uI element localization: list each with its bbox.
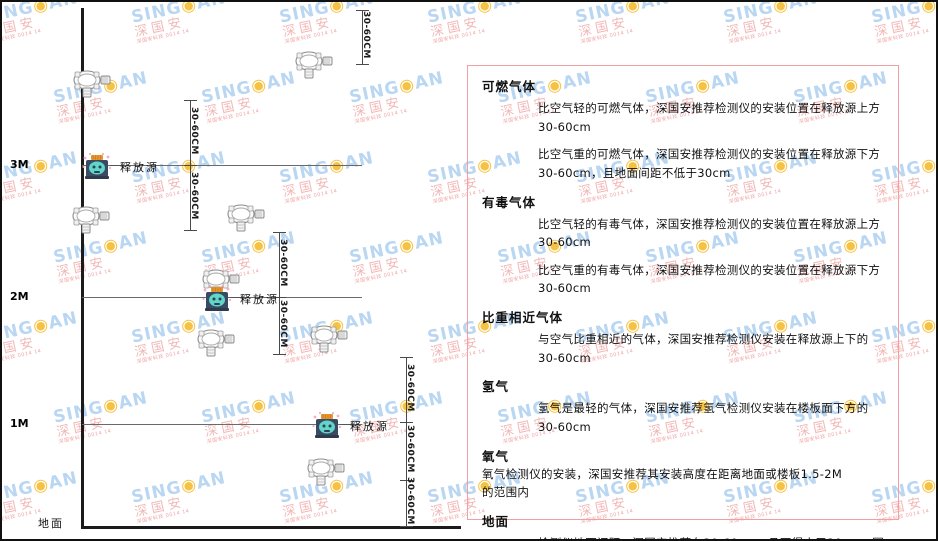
section-heading: 氢气 (482, 379, 510, 395)
dimension-line (190, 100, 191, 165)
dimension-line (406, 422, 407, 480)
dimension-line (190, 165, 191, 230)
axis-label-1m: 1M (10, 417, 29, 430)
dimension-tick (184, 165, 197, 166)
dimension-tick (273, 232, 286, 233)
gas-detector-icon (222, 200, 268, 234)
source-label-3m: 释放源 (120, 161, 159, 174)
dimension-tick (356, 10, 369, 11)
ground-label: 地面 (38, 517, 64, 530)
dimension-line (406, 480, 407, 526)
release-source-icon (312, 411, 342, 439)
section-heading: 地面 (482, 513, 510, 529)
section-paragraph: 比空气轻的有毒气体，深国安推荐检测仪的安装位置在释放源上方30-60cm (538, 216, 881, 250)
y-axis (81, 8, 84, 528)
dimension-label: 30-60CM (189, 171, 199, 220)
panel-section-oxygen: 氧气氧气检测仪的安装，深国安推荐其安装高度在距离地面或楼板1.5-2M的范围内 (482, 446, 884, 502)
dimension-label: 30-60CM (405, 425, 415, 473)
leader-line (230, 297, 242, 298)
dimension-tick (400, 526, 413, 527)
panel-section-combustible: 可燃气体 比空气轻的可燃气体，深国安推荐检测仪的安装位置在释放源上方30-60cm… (482, 76, 884, 183)
dimension-tick (400, 480, 413, 481)
axis-label-2m: 2M (10, 290, 29, 303)
section-heading: 有毒气体 (482, 194, 537, 210)
section-paragraph: 比空气重的有毒气体，深国安推荐检测仪的安装位置在释放源下方30-60cm (538, 262, 881, 296)
section-paragraph: 与空气比重相近的气体，深国安推荐检测仪安装在释放源上下的30-60cm (538, 332, 869, 365)
dimension-tick (400, 422, 413, 423)
gas-detector-icon (302, 454, 348, 488)
panel-section-similar-density: 比重相近气体与空气比重相近的气体，深国安推荐检测仪安装在释放源上下的30-60c… (482, 307, 884, 367)
section-heading: 比重相近气体 (482, 310, 564, 325)
dimension-line (362, 10, 363, 64)
leader-line (110, 165, 122, 166)
dimension-tick (184, 100, 197, 101)
gas-detector-icon (305, 321, 351, 355)
release-source-icon (202, 284, 232, 312)
dimension-tick (273, 354, 286, 355)
section-paragraph: 比空气重的可燃气体，深国安推荐检测仪的安装位置在释放源下方30-60cm，且地面… (538, 147, 881, 180)
panel-section-ground: 地面检测仪地面间距，深国安推荐在30-60cm，且不得小于30cm，因为过低容易… (482, 511, 884, 539)
dimension-label: 30-60CM (361, 11, 371, 59)
gas-detector-icon (67, 202, 113, 236)
dimension-tick (273, 297, 286, 298)
gas-detector-icon (192, 325, 238, 359)
dimension-tick (184, 230, 197, 231)
gas-detector-icon (68, 66, 114, 100)
dimension-tick (356, 64, 369, 65)
dimension-label: 30-60CM (278, 238, 288, 287)
leader-line (340, 424, 352, 425)
dimension-line (279, 297, 280, 354)
release-source-icon (82, 152, 112, 180)
panel-section-hydrogen: 氢气氢气是最轻的气体，深国安推荐氢气检测仪安装在楼板面下方的30-60cm (482, 376, 884, 436)
dimension-label: 30-60CM (405, 363, 415, 412)
section-paragraph: 氢气是最轻的气体，深国安推荐氢气检测仪安装在楼板面下方的30-60cm (538, 401, 869, 434)
dimension-label: 30-60CM (189, 106, 199, 155)
source-label-2m: 释放源 (240, 293, 279, 306)
panel-section-toxic: 有毒气体 比空气轻的有毒气体，深国安推荐检测仪的安装位置在释放源上方30-60cm… (482, 192, 884, 299)
dimension-line (279, 232, 280, 297)
section-paragraph: 氧气检测仪的安装，深国安推荐其安装高度在距离地面或楼板1.5-2M的范围内 (482, 466, 843, 500)
section-paragraph: 比空气轻的可燃气体，深国安推荐检测仪的安装位置在释放源上方30-60cm (538, 101, 881, 134)
axis-label-3m: 3M (10, 158, 29, 171)
source-label-1m: 释放源 (350, 420, 389, 433)
dimension-label: 30-60CM (405, 477, 415, 525)
section-paragraph: 检测仪地面间距，深国安推荐在30-60cm，且不得小于30cm，因为过低容易水溅… (482, 534, 884, 539)
dimension-tick (400, 357, 413, 358)
x-axis-ground (81, 526, 461, 529)
level-line-1m (82, 424, 362, 425)
gas-detector-icon (290, 47, 336, 81)
recommendation-panel: 可燃气体 比空气轻的可燃气体，深国安推荐检测仪的安装位置在释放源上方30-60cm… (467, 65, 899, 539)
section-heading: 可燃气体 (482, 79, 537, 94)
section-heading: 氧气 (482, 448, 510, 464)
dimension-line (406, 357, 407, 422)
dimension-label: 30-60CM (278, 299, 288, 348)
level-line-3m (82, 165, 362, 166)
